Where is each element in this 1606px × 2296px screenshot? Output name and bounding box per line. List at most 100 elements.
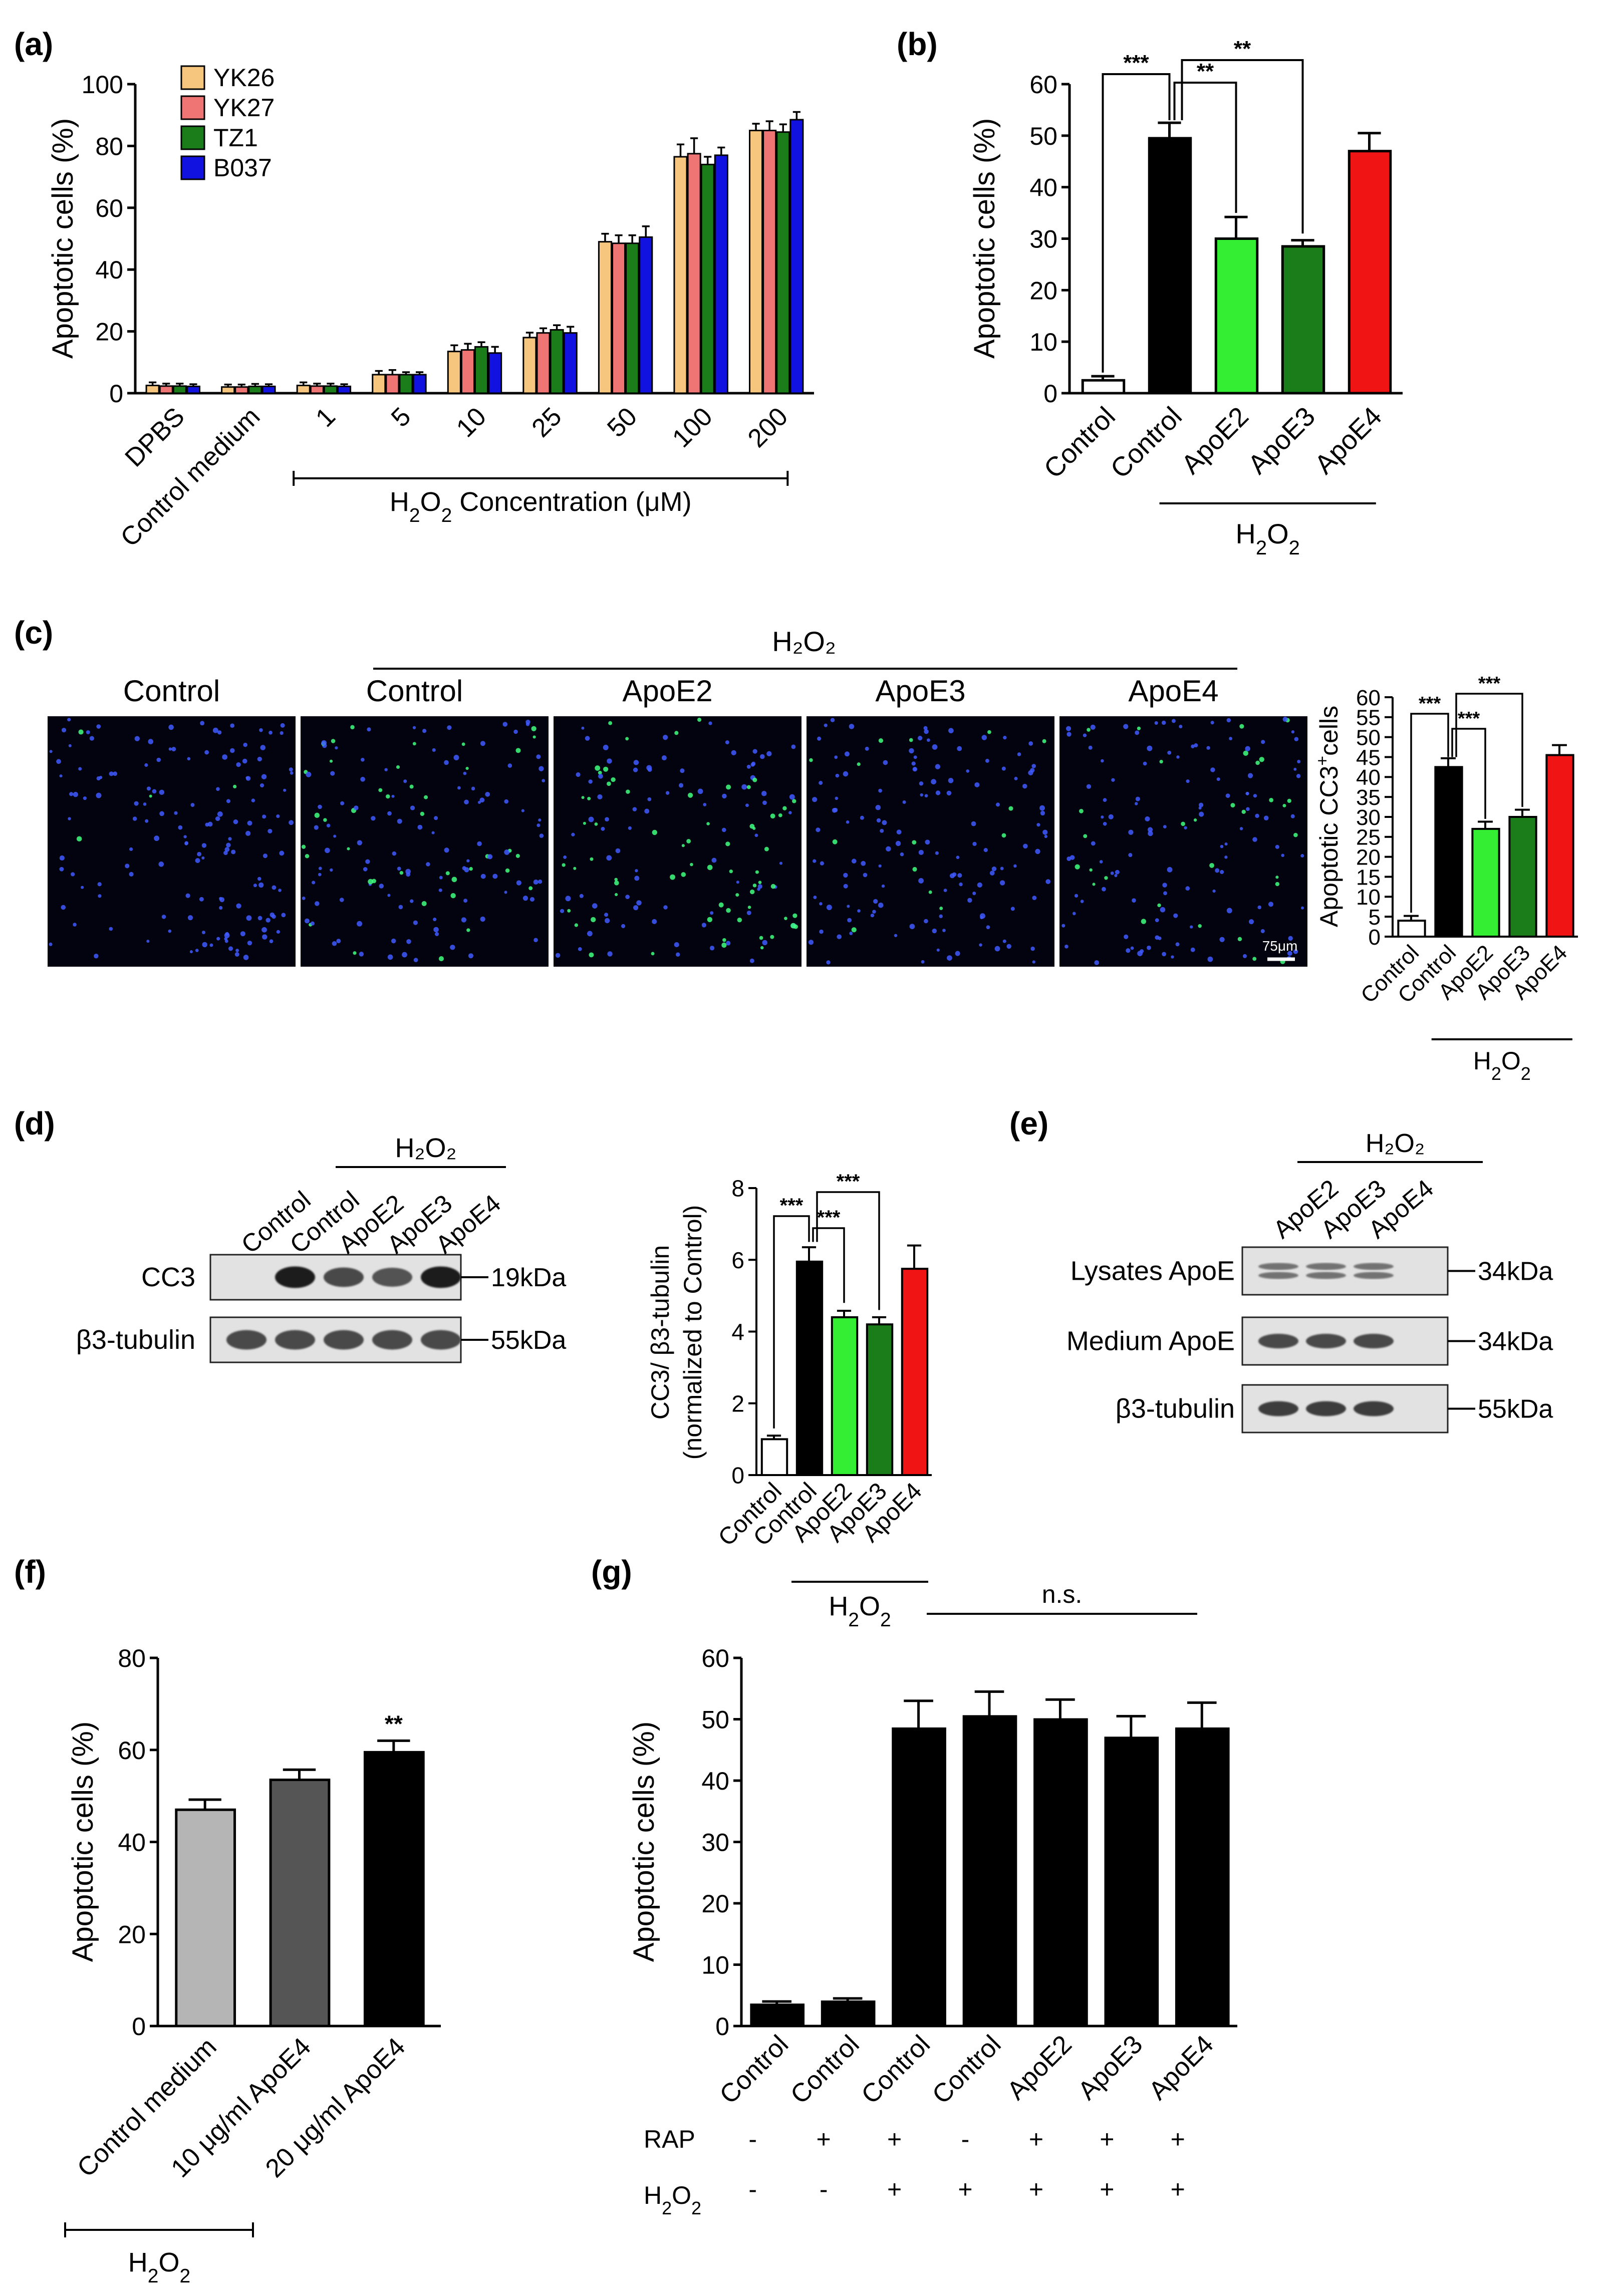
bar	[1175, 1727, 1230, 2027]
nucleus	[661, 755, 667, 761]
cc3-positive-cell	[573, 867, 577, 870]
nucleus	[132, 816, 137, 821]
nucleus	[826, 960, 831, 965]
nucleus	[365, 859, 370, 864]
nucleus	[665, 791, 670, 795]
nucleus	[1210, 767, 1215, 772]
nucleus	[1239, 827, 1243, 830]
bar	[296, 385, 311, 394]
treatment-mark: +	[1029, 2175, 1043, 2203]
blot-band	[275, 1266, 315, 1288]
bar	[522, 337, 537, 394]
cc3-positive-cell	[1269, 798, 1274, 802]
nucleus	[209, 943, 213, 947]
nucleus	[588, 816, 594, 822]
nucleus	[413, 958, 418, 963]
treatment-mark: +	[887, 2175, 902, 2203]
nucleus	[1260, 929, 1265, 934]
blot-size-label: 55kDa	[491, 1326, 566, 1355]
nucleus	[59, 855, 65, 861]
significance-bracket	[1181, 59, 1304, 234]
nucleus	[981, 735, 987, 740]
nucleus	[258, 882, 264, 888]
cc3-positive-cell	[625, 737, 629, 741]
nucleus	[766, 751, 772, 756]
cc3-positive-cell	[690, 863, 693, 867]
nucleus	[708, 721, 712, 725]
nucleus	[522, 896, 528, 901]
nucleus	[433, 918, 437, 922]
nucleus	[1143, 761, 1147, 766]
nucleus	[883, 760, 888, 765]
nucleus	[333, 834, 337, 838]
significance-label: ***	[1123, 51, 1149, 75]
nucleus	[231, 849, 236, 854]
nucleus	[280, 731, 284, 735]
nucleus	[278, 889, 282, 892]
y-tick-label: 80	[118, 1644, 146, 1672]
nucleus	[243, 955, 249, 960]
nucleus	[464, 799, 469, 805]
nucleus	[607, 951, 613, 957]
bar	[831, 1316, 859, 1477]
blot-strip	[1241, 1246, 1449, 1296]
nucleus	[178, 825, 183, 830]
cc3-positive-cell	[746, 785, 751, 789]
nucleus	[942, 929, 946, 932]
nucleus	[426, 862, 430, 867]
nucleus	[187, 757, 191, 761]
y-tick-label: 60	[701, 1644, 729, 1672]
nucleus	[197, 851, 201, 856]
nucleus	[447, 725, 452, 730]
x-tick-label: ApoE2	[1001, 2030, 1077, 2105]
nucleus	[604, 913, 609, 917]
nucleus	[432, 748, 436, 752]
nucleus	[477, 800, 481, 804]
cc3-positive-cell	[851, 927, 857, 933]
nucleus	[924, 794, 928, 798]
cc3-positive-cell	[1083, 834, 1088, 838]
nucleus	[750, 762, 755, 767]
bar	[1545, 754, 1574, 938]
y-tick-label: 45	[1356, 745, 1381, 770]
cc3-positive-cell	[331, 739, 336, 743]
bar	[750, 2003, 805, 2027]
nucleus	[207, 821, 213, 827]
nucleus	[576, 772, 581, 777]
y-axis-label: Apoptotic CC3+cells	[1313, 706, 1343, 927]
nucleus	[267, 828, 273, 834]
blot-row-label: CC3	[141, 1262, 195, 1292]
nucleus	[1229, 737, 1232, 740]
nucleus	[1010, 907, 1015, 911]
nucleus	[1216, 777, 1220, 781]
x-group-label: H2O2	[829, 1591, 891, 1631]
nucleus	[144, 763, 148, 767]
y-axis-label: CC3/ β3-tubulin	[646, 1245, 674, 1419]
nucleus	[357, 921, 363, 927]
nucleus	[89, 736, 94, 741]
nucleus	[230, 723, 235, 728]
nucleus	[843, 873, 848, 878]
y-tick-label: 40	[118, 1829, 146, 1857]
cc3-positive-cell	[420, 811, 425, 816]
cc3-positive-cell	[939, 907, 943, 911]
nucleus	[1224, 842, 1228, 846]
nucleus	[129, 872, 134, 877]
nucleus	[1086, 784, 1092, 789]
treatment-mark: -	[748, 2125, 757, 2153]
nucleus	[234, 952, 239, 957]
bar	[221, 386, 235, 394]
significance-label: **	[1234, 37, 1251, 61]
nucleus	[463, 771, 467, 775]
nucleus	[190, 803, 195, 807]
nucleus	[290, 771, 294, 775]
nucleus	[325, 847, 330, 853]
nucleus	[201, 931, 205, 935]
nucleus	[851, 858, 857, 864]
nucleus	[148, 739, 154, 744]
cc3-positive-cell	[347, 847, 350, 850]
blot-group-label: H₂O₂	[1366, 1129, 1425, 1158]
nucleus	[1126, 948, 1131, 953]
cc3-positive-cell	[603, 766, 609, 772]
treatment-mark: +	[887, 2125, 902, 2153]
